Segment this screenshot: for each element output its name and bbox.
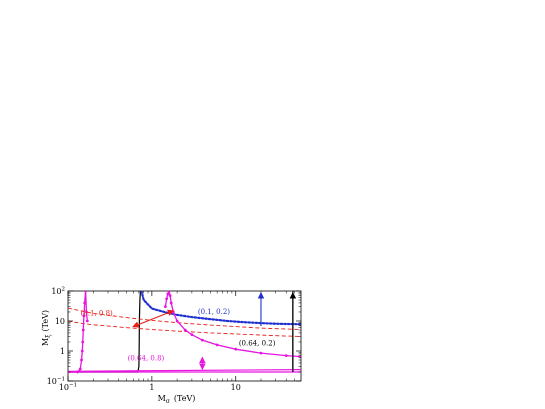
series-point-6-14 [284, 354, 288, 358]
series-point-5-4 [80, 349, 84, 353]
plot-area [67, 290, 302, 382]
series-point-5-2 [78, 367, 82, 371]
series-point-6-0 [164, 305, 167, 309]
tick-label: 10 [55, 317, 65, 326]
annotation-label-3: (0.64, 0.8) [128, 355, 165, 363]
series-point-5-5 [81, 340, 85, 344]
axis-layer: 10−1 1 10 10−1 1 10 102 Mσ (TeV) Mξ(TeV) [41, 287, 301, 405]
series-point-5-6 [81, 328, 85, 332]
series-point-6-11 [215, 343, 219, 347]
tick-label: 1 [149, 383, 154, 392]
x-axis-label: Mσ (TeV) [158, 394, 196, 405]
series-point-6-7 [175, 319, 179, 323]
series-point-6-1 [165, 297, 169, 301]
series-point-6-2 [166, 292, 170, 296]
series-point-6-8 [183, 328, 187, 332]
series-point-5-7 [82, 314, 86, 318]
tick-label: 10 [231, 383, 241, 392]
series-line-8 [68, 368, 301, 372]
annotation-label-2: (0.64, 0.2) [239, 340, 276, 348]
series-point-6-4 [168, 294, 172, 298]
series-point-6-12 [234, 347, 238, 351]
tick-label: 1 [60, 347, 65, 356]
series-point-5-3 [80, 358, 83, 362]
tick-label: 10−1 [59, 383, 77, 393]
series-point-6-15 [299, 355, 301, 359]
series-line-4 [68, 320, 301, 337]
tick-label: 102 [51, 287, 65, 297]
series-line-2 [140, 291, 301, 326]
arrow-0 [132, 309, 175, 328]
series-layer [68, 291, 301, 374]
annotation-layer: (0.1, 0.8) (0.1, 0.2) (0.64, 0.2) (0.64, 0.… [81, 308, 276, 362]
series-point-6-9 [190, 333, 194, 337]
annotation-label-1: (0.1, 0.2) [198, 308, 230, 316]
series-point-5-11 [85, 319, 89, 323]
series-point-5-10 [85, 310, 88, 314]
plot-frame [67, 290, 302, 382]
series-line-6 [164, 291, 301, 358]
arrow-layer [132, 292, 297, 372]
annotation-label-0: (0.1, 0.8) [81, 310, 113, 318]
series-point-6-3 [167, 291, 171, 293]
series-point-6-13 [259, 351, 263, 355]
series-point-6-10 [200, 338, 204, 342]
y-axis-label: Mξ(TeV) [41, 310, 52, 346]
series-point-5-8 [83, 301, 87, 305]
tick-label: 10−1 [47, 377, 65, 387]
series-point-6-5 [169, 301, 173, 305]
series-point-5-9 [84, 291, 87, 293]
